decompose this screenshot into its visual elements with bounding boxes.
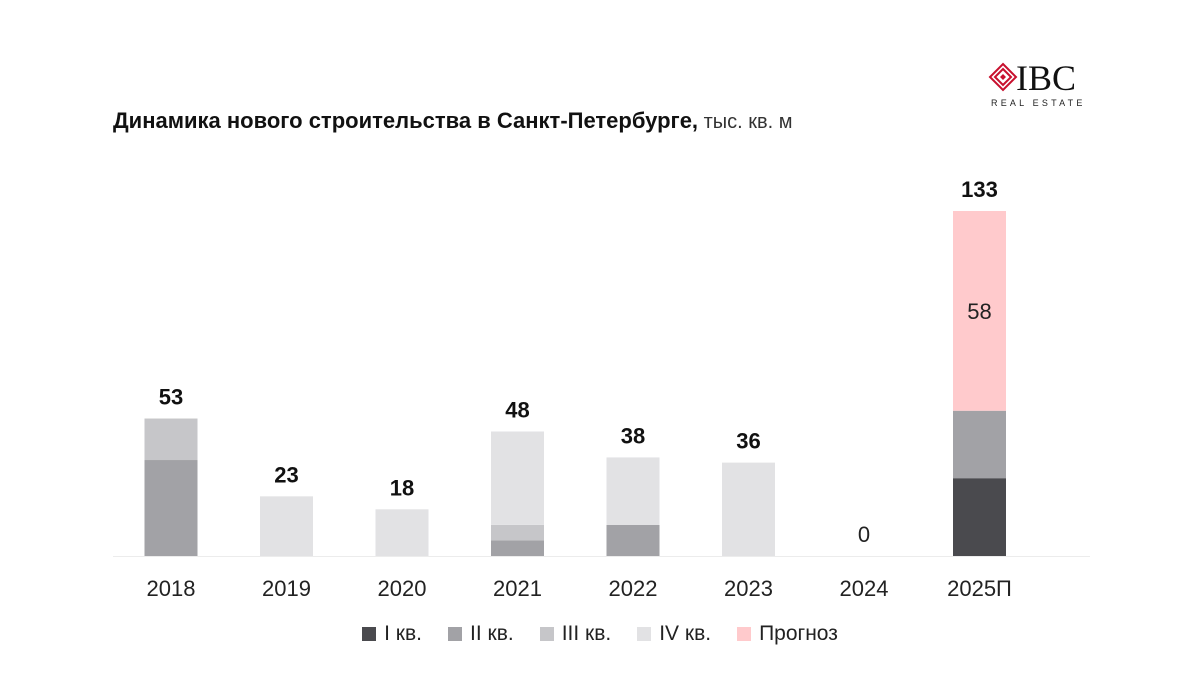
legend-label-1: II кв. <box>470 622 514 645</box>
bar-2020-s3 <box>375 509 429 556</box>
total-label-2025П: 133 <box>961 177 998 202</box>
legend-item-2: III кв. <box>539 622 612 646</box>
bar-2022-s1 <box>606 524 660 556</box>
tick-label-2018: 2018 <box>147 576 196 601</box>
legend-item-1: II кв. <box>448 622 514 646</box>
total-label-2019: 23 <box>274 462 298 487</box>
tick-label-2020: 2020 <box>378 576 427 601</box>
tick-label-2019: 2019 <box>262 576 311 601</box>
bar-2021-s3 <box>491 431 544 525</box>
legend-swatch-2 <box>539 627 554 641</box>
logo-subtitle: REAL ESTATE <box>991 98 1086 108</box>
bar-2025П-s0 <box>953 478 1006 556</box>
logo-name: IBC <box>1016 58 1077 98</box>
chart-legend: I кв. II кв. III кв. IV кв. Прогноз <box>0 622 1200 646</box>
legend-swatch-1 <box>448 627 462 641</box>
legend-item-4: Прогноз <box>737 622 838 646</box>
bar-2018-s2 <box>144 418 198 461</box>
legend-label-3: IV кв. <box>659 622 712 645</box>
bar-2025П-s1 <box>953 410 1006 479</box>
total-label-2023: 36 <box>736 429 760 454</box>
tick-label-2025П: 2025П <box>947 576 1012 601</box>
legend-item-0: I кв. <box>362 622 422 646</box>
tick-label-2022: 2022 <box>609 576 658 601</box>
total-label-2018: 53 <box>159 385 183 410</box>
legend-swatch-4 <box>737 627 752 641</box>
inner-label-2025П: 58 <box>967 299 991 324</box>
bar-2023-s3 <box>722 462 775 556</box>
ibc-diamond-icon <box>988 62 1018 92</box>
bar-2019-s3 <box>260 496 313 556</box>
legend-swatch-3 <box>637 627 652 641</box>
tick-label-2021: 2021 <box>493 576 542 601</box>
chart-title: Динамика нового строительства в Санкт-Пе… <box>113 108 793 134</box>
bar-2021-s1 <box>491 540 544 556</box>
bar-2018-s1 <box>144 460 198 556</box>
bar-2021-s2 <box>491 524 544 541</box>
chart-title-unit: тыс. кв. м <box>698 111 793 133</box>
legend-label-0: I кв. <box>384 622 422 645</box>
legend-swatch-0 <box>362 627 377 641</box>
chart-title-main: Динамика нового строительства в Санкт-Пе… <box>113 108 699 133</box>
total-label-2022: 38 <box>621 423 645 448</box>
legend-label-2: III кв. <box>561 622 612 645</box>
total-label-2024: 0 <box>858 522 870 547</box>
bar-2022-s3 <box>606 457 660 525</box>
bar-2025П-s4 <box>953 211 1006 411</box>
legend-label-4: Прогноз <box>759 622 838 645</box>
ibc-logo: IBC REAL ESTATE <box>988 58 1100 112</box>
legend-item-3: IV кв. <box>637 622 711 646</box>
total-label-2020: 18 <box>390 475 414 500</box>
tick-label-2024: 2024 <box>840 576 889 601</box>
tick-label-2023: 2023 <box>724 576 773 601</box>
total-label-2021: 48 <box>505 397 529 422</box>
